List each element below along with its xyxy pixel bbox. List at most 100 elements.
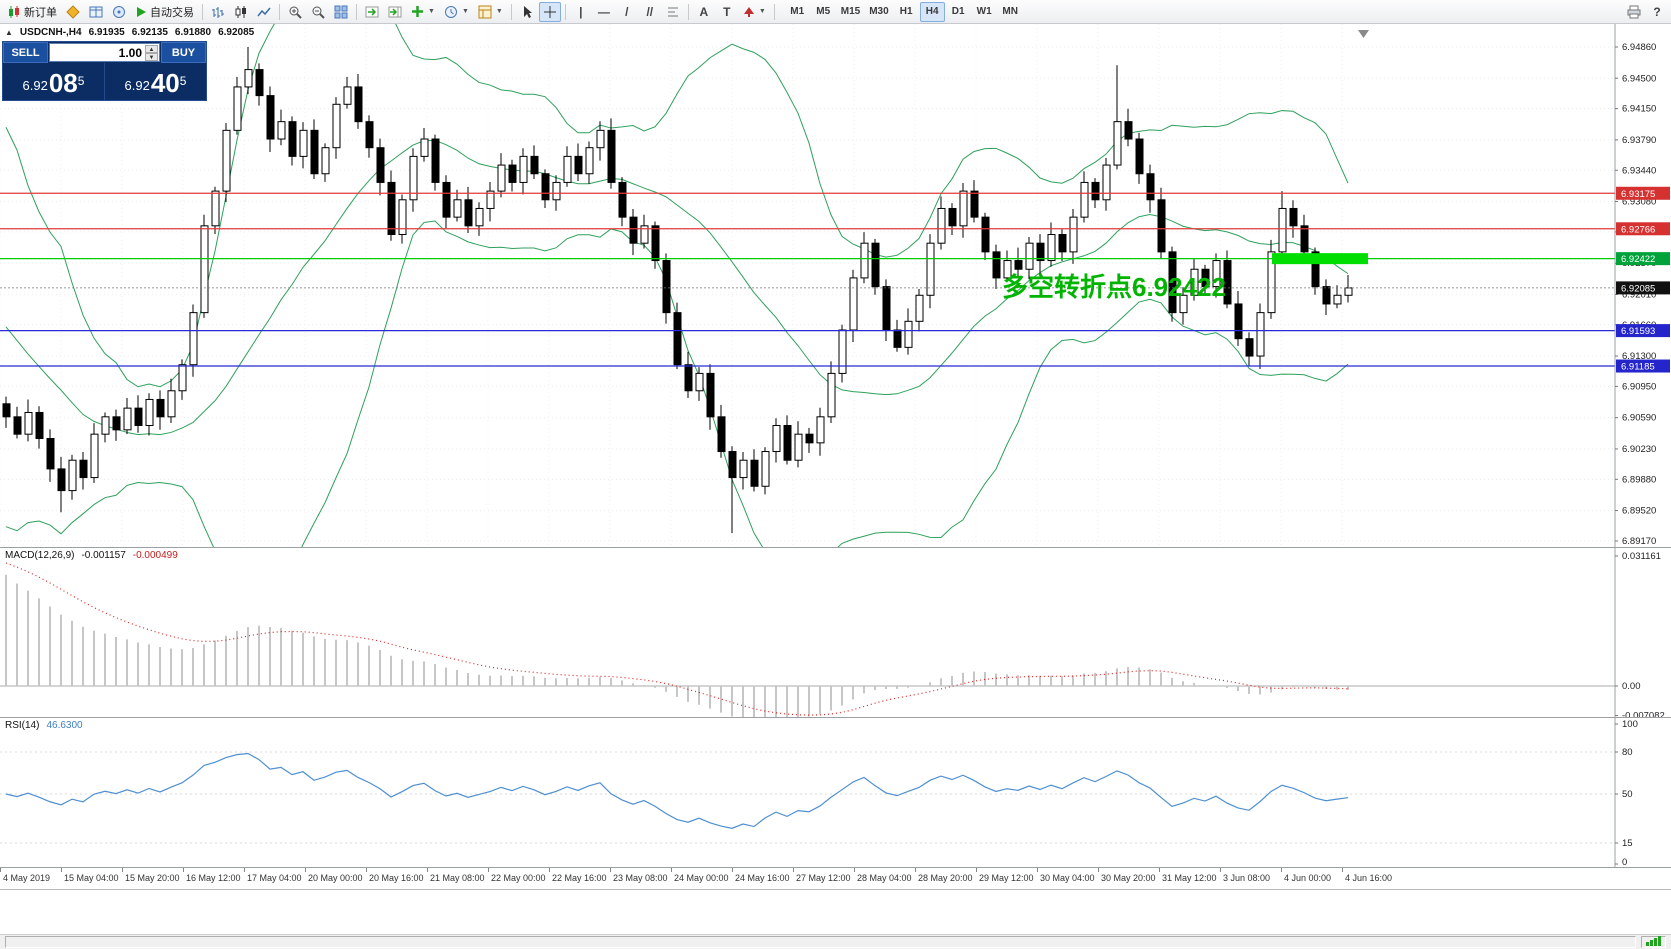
time-tick <box>610 868 611 872</box>
time-label: 28 May 20:00 <box>918 873 973 883</box>
macd-name: MACD(12,26,9) <box>5 550 75 561</box>
help-button[interactable]: ? <box>1646 2 1668 22</box>
volume-up-icon[interactable]: ▲ <box>145 44 158 53</box>
svg-text:6.93175: 6.93175 <box>1621 189 1655 200</box>
buy-button[interactable]: BUY <box>161 42 206 63</box>
time-label: 16 May 12:00 <box>186 873 241 883</box>
channel-tool[interactable]: // <box>639 2 661 22</box>
bar-chart-button[interactable] <box>207 2 229 22</box>
zoom-in-button[interactable] <box>284 2 306 22</box>
timeframe-h1[interactable]: H1 <box>899 6 913 17</box>
zoom-in-icon <box>288 5 302 19</box>
time-tick <box>854 868 855 872</box>
timeframe-mn[interactable]: MN <box>1002 6 1018 17</box>
sell-price-pips: 08 <box>48 68 78 98</box>
auto-scroll-button[interactable] <box>361 2 383 22</box>
toolbar-separator <box>773 3 775 20</box>
rsi-layer <box>0 751 1615 844</box>
svg-text:6.94860: 6.94860 <box>1622 42 1656 53</box>
macd-canvas[interactable]: 0.031161 0.00 -0.007082 <box>0 548 1671 717</box>
timeframe-m5[interactable]: M5 <box>816 6 831 17</box>
macd-label: MACD(12,26,9) -0.001157 -0.000499 <box>5 550 178 561</box>
crosshair-icon <box>543 5 557 19</box>
horizontal-line-tool[interactable]: — <box>593 2 615 22</box>
help-icon: ? <box>1653 4 1661 19</box>
time-label: 21 May 08:00 <box>430 873 485 883</box>
sell-price[interactable]: 6.92 08 5 <box>3 63 104 100</box>
chart-shift-icon <box>388 5 402 19</box>
svg-text:6.92010: 6.92010 <box>1622 289 1656 300</box>
window-filler <box>0 890 1671 934</box>
timeframe-w1[interactable]: W1 <box>976 6 992 17</box>
time-label: 17 May 04:00 <box>247 873 302 883</box>
time-tick <box>0 868 1 872</box>
sell-price-base: 6.92 <box>22 78 48 93</box>
time-label: 22 May 16:00 <box>552 873 607 883</box>
print-button[interactable] <box>1623 2 1645 22</box>
cursor-button[interactable] <box>516 2 538 22</box>
tile-windows-button[interactable] <box>330 2 352 22</box>
svg-text:6.90590: 6.90590 <box>1622 413 1656 424</box>
timeframe-m1[interactable]: M1 <box>790 6 805 17</box>
zoom-out-icon <box>311 5 325 19</box>
timeframe-d1[interactable]: D1 <box>951 6 965 17</box>
macd-layer <box>0 562 1615 717</box>
volume-down-icon[interactable]: ▼ <box>145 52 158 61</box>
toolbar-separator <box>564 3 566 20</box>
crosshair-button[interactable] <box>538 1 561 22</box>
navigator-button[interactable] <box>108 2 130 22</box>
highlight-box[interactable] <box>1272 253 1368 265</box>
svg-text:6.89880: 6.89880 <box>1622 474 1656 485</box>
rsi-canvas[interactable]: 100 80 50 15 0 <box>0 718 1671 867</box>
autotrading-button[interactable]: 自动交易 <box>131 2 198 22</box>
fibonacci-tool[interactable] <box>662 2 684 22</box>
fibonacci-icon <box>666 5 680 19</box>
chart-shift-marker[interactable] <box>1358 30 1369 38</box>
connection-indicator[interactable] <box>1641 936 1666 948</box>
arrows-tool[interactable]: ▼ <box>739 2 770 22</box>
templates-button[interactable]: ▼ <box>474 2 507 22</box>
time-tick <box>793 868 794 872</box>
toolbar-separator <box>510 3 512 20</box>
status-message-cell <box>5 936 1636 948</box>
metaeditor-button[interactable] <box>62 2 84 22</box>
new-order-button[interactable]: 新订单 <box>3 2 61 22</box>
zoom-out-button[interactable] <box>307 2 329 22</box>
rsi-name: RSI(14) <box>5 720 40 731</box>
text-label-tool[interactable]: T <box>716 2 738 22</box>
one-click-collapse-arrow[interactable]: ▲ <box>5 28 13 37</box>
chart-symbol-label: USDCNH-,H4 <box>19 27 82 38</box>
timeframe-m30[interactable]: M30 <box>869 6 889 17</box>
vertical-line-tool[interactable]: | <box>570 2 592 22</box>
timeframe-m15[interactable]: M15 <box>840 6 861 17</box>
volume-input[interactable]: 1.00 ▲ ▼ <box>49 43 160 62</box>
chart-shift-button[interactable] <box>384 2 406 22</box>
main-chart-canvas[interactable]: 多空转折点6.92422 6.94860 6.94500 6.94150 6.93790… <box>0 24 1671 547</box>
buy-price[interactable]: 6.92 40 5 <box>104 63 206 100</box>
timeframe-h4[interactable]: H4 <box>919 1 945 22</box>
line-chart-icon <box>257 5 271 19</box>
market-watch-button[interactable] <box>85 2 107 22</box>
sell-button[interactable]: SELL <box>3 42 48 63</box>
svg-text:6.91300: 6.91300 <box>1622 351 1656 362</box>
time-axis[interactable]: 4 May 2019 15 May 04:00 15 May 20:00 16 May… <box>0 868 1671 890</box>
trendline-tool[interactable]: / <box>616 2 638 22</box>
text-label-icon: T <box>723 4 731 19</box>
text-tool[interactable]: A <box>693 2 715 22</box>
time-label: 27 May 12:00 <box>796 873 851 883</box>
chart-annotation[interactable]: 多空转折点6.92422 <box>1002 272 1226 302</box>
svg-text:多空转折点6.92422: 多空转折点6.92422 <box>1002 272 1226 302</box>
clock-icon <box>444 5 458 19</box>
time-tick <box>366 868 367 872</box>
time-label: 15 May 04:00 <box>64 873 119 883</box>
line-chart-button[interactable] <box>253 2 275 22</box>
indicators-button[interactable]: ▼ <box>407 2 439 22</box>
time-label: 4 Jun 16:00 <box>1345 873 1393 883</box>
trendline-icon: / <box>625 4 629 19</box>
volume-spinner: ▲ ▼ <box>145 44 158 61</box>
time-tick <box>1342 868 1343 872</box>
connection-bar-icon <box>1650 940 1653 946</box>
bar-close-value: 6.92085 <box>218 27 255 38</box>
candlestick-chart-button[interactable] <box>230 2 252 22</box>
periods-button[interactable]: ▼ <box>440 2 473 22</box>
